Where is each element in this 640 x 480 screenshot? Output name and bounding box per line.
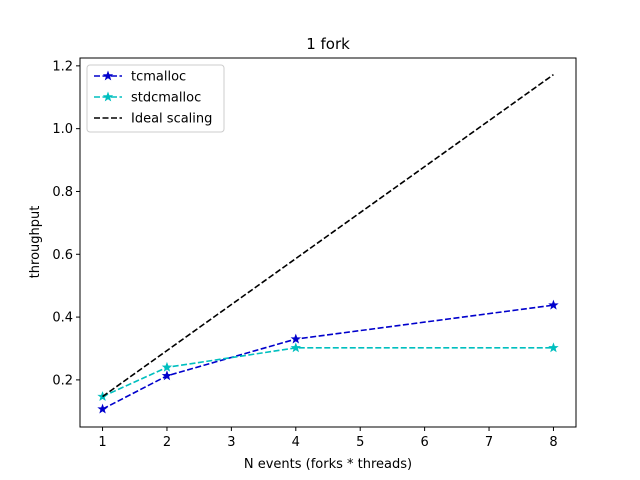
chart-title: 1 fork — [306, 35, 350, 53]
legend-label-tcmalloc: tcmalloc — [131, 70, 186, 85]
y-tick-label: 0.4 — [52, 311, 73, 326]
x-axis-label: N events (forks * threads) — [244, 457, 412, 472]
x-tick-label: 2 — [163, 435, 171, 450]
x-tick-label: 1 — [98, 435, 106, 450]
legend-marker-stdcmalloc — [102, 91, 114, 102]
legend: tcmalloc stdcmalloc Ideal scaling — [86, 64, 225, 133]
series-line-tcmalloc — [102, 304, 554, 410]
legend-label-ideal-scaling: Ideal scaling — [131, 112, 212, 127]
y-tick-label: 1.2 — [52, 59, 73, 74]
x-tick-label: 6 — [420, 435, 428, 450]
series-layer — [97, 73, 559, 414]
data-point-tcmalloc — [290, 333, 302, 344]
x-tick-label: 5 — [356, 435, 364, 450]
data-point-stdcmalloc — [290, 342, 302, 353]
data-point-tcmalloc — [161, 370, 173, 381]
axes-frame — [79, 57, 577, 428]
x-tick-label: 7 — [485, 435, 493, 450]
y-tick-label: 0.8 — [52, 185, 73, 200]
legend-box — [86, 64, 225, 133]
y-tick-label: 1.0 — [52, 122, 73, 137]
x-tick-label: 4 — [292, 435, 300, 450]
data-point-tcmalloc — [97, 403, 108, 414]
data-point-tcmalloc — [548, 299, 559, 310]
y-tick-label: 0.6 — [52, 248, 73, 263]
legend-marker-tcmalloc — [102, 70, 114, 81]
x-tick-label: 8 — [549, 435, 557, 450]
data-point-stdcmalloc — [548, 342, 559, 353]
data-point-stdcmalloc — [161, 361, 173, 372]
x-axis: 1 2 3 4 5 6 7 8 — [98, 427, 558, 450]
y-axis-label: throughput — [28, 206, 43, 279]
legend-label-stdcmalloc: stdcmalloc — [131, 91, 201, 106]
x-tick-label: 3 — [227, 435, 235, 450]
series-line-stdcmalloc — [102, 347, 554, 398]
y-tick-label: 0.2 — [52, 373, 73, 388]
y-axis: 0.2 0.4 0.6 0.8 1.0 1.2 — [52, 59, 80, 388]
series-line-ideal-scaling — [102, 73, 554, 398]
